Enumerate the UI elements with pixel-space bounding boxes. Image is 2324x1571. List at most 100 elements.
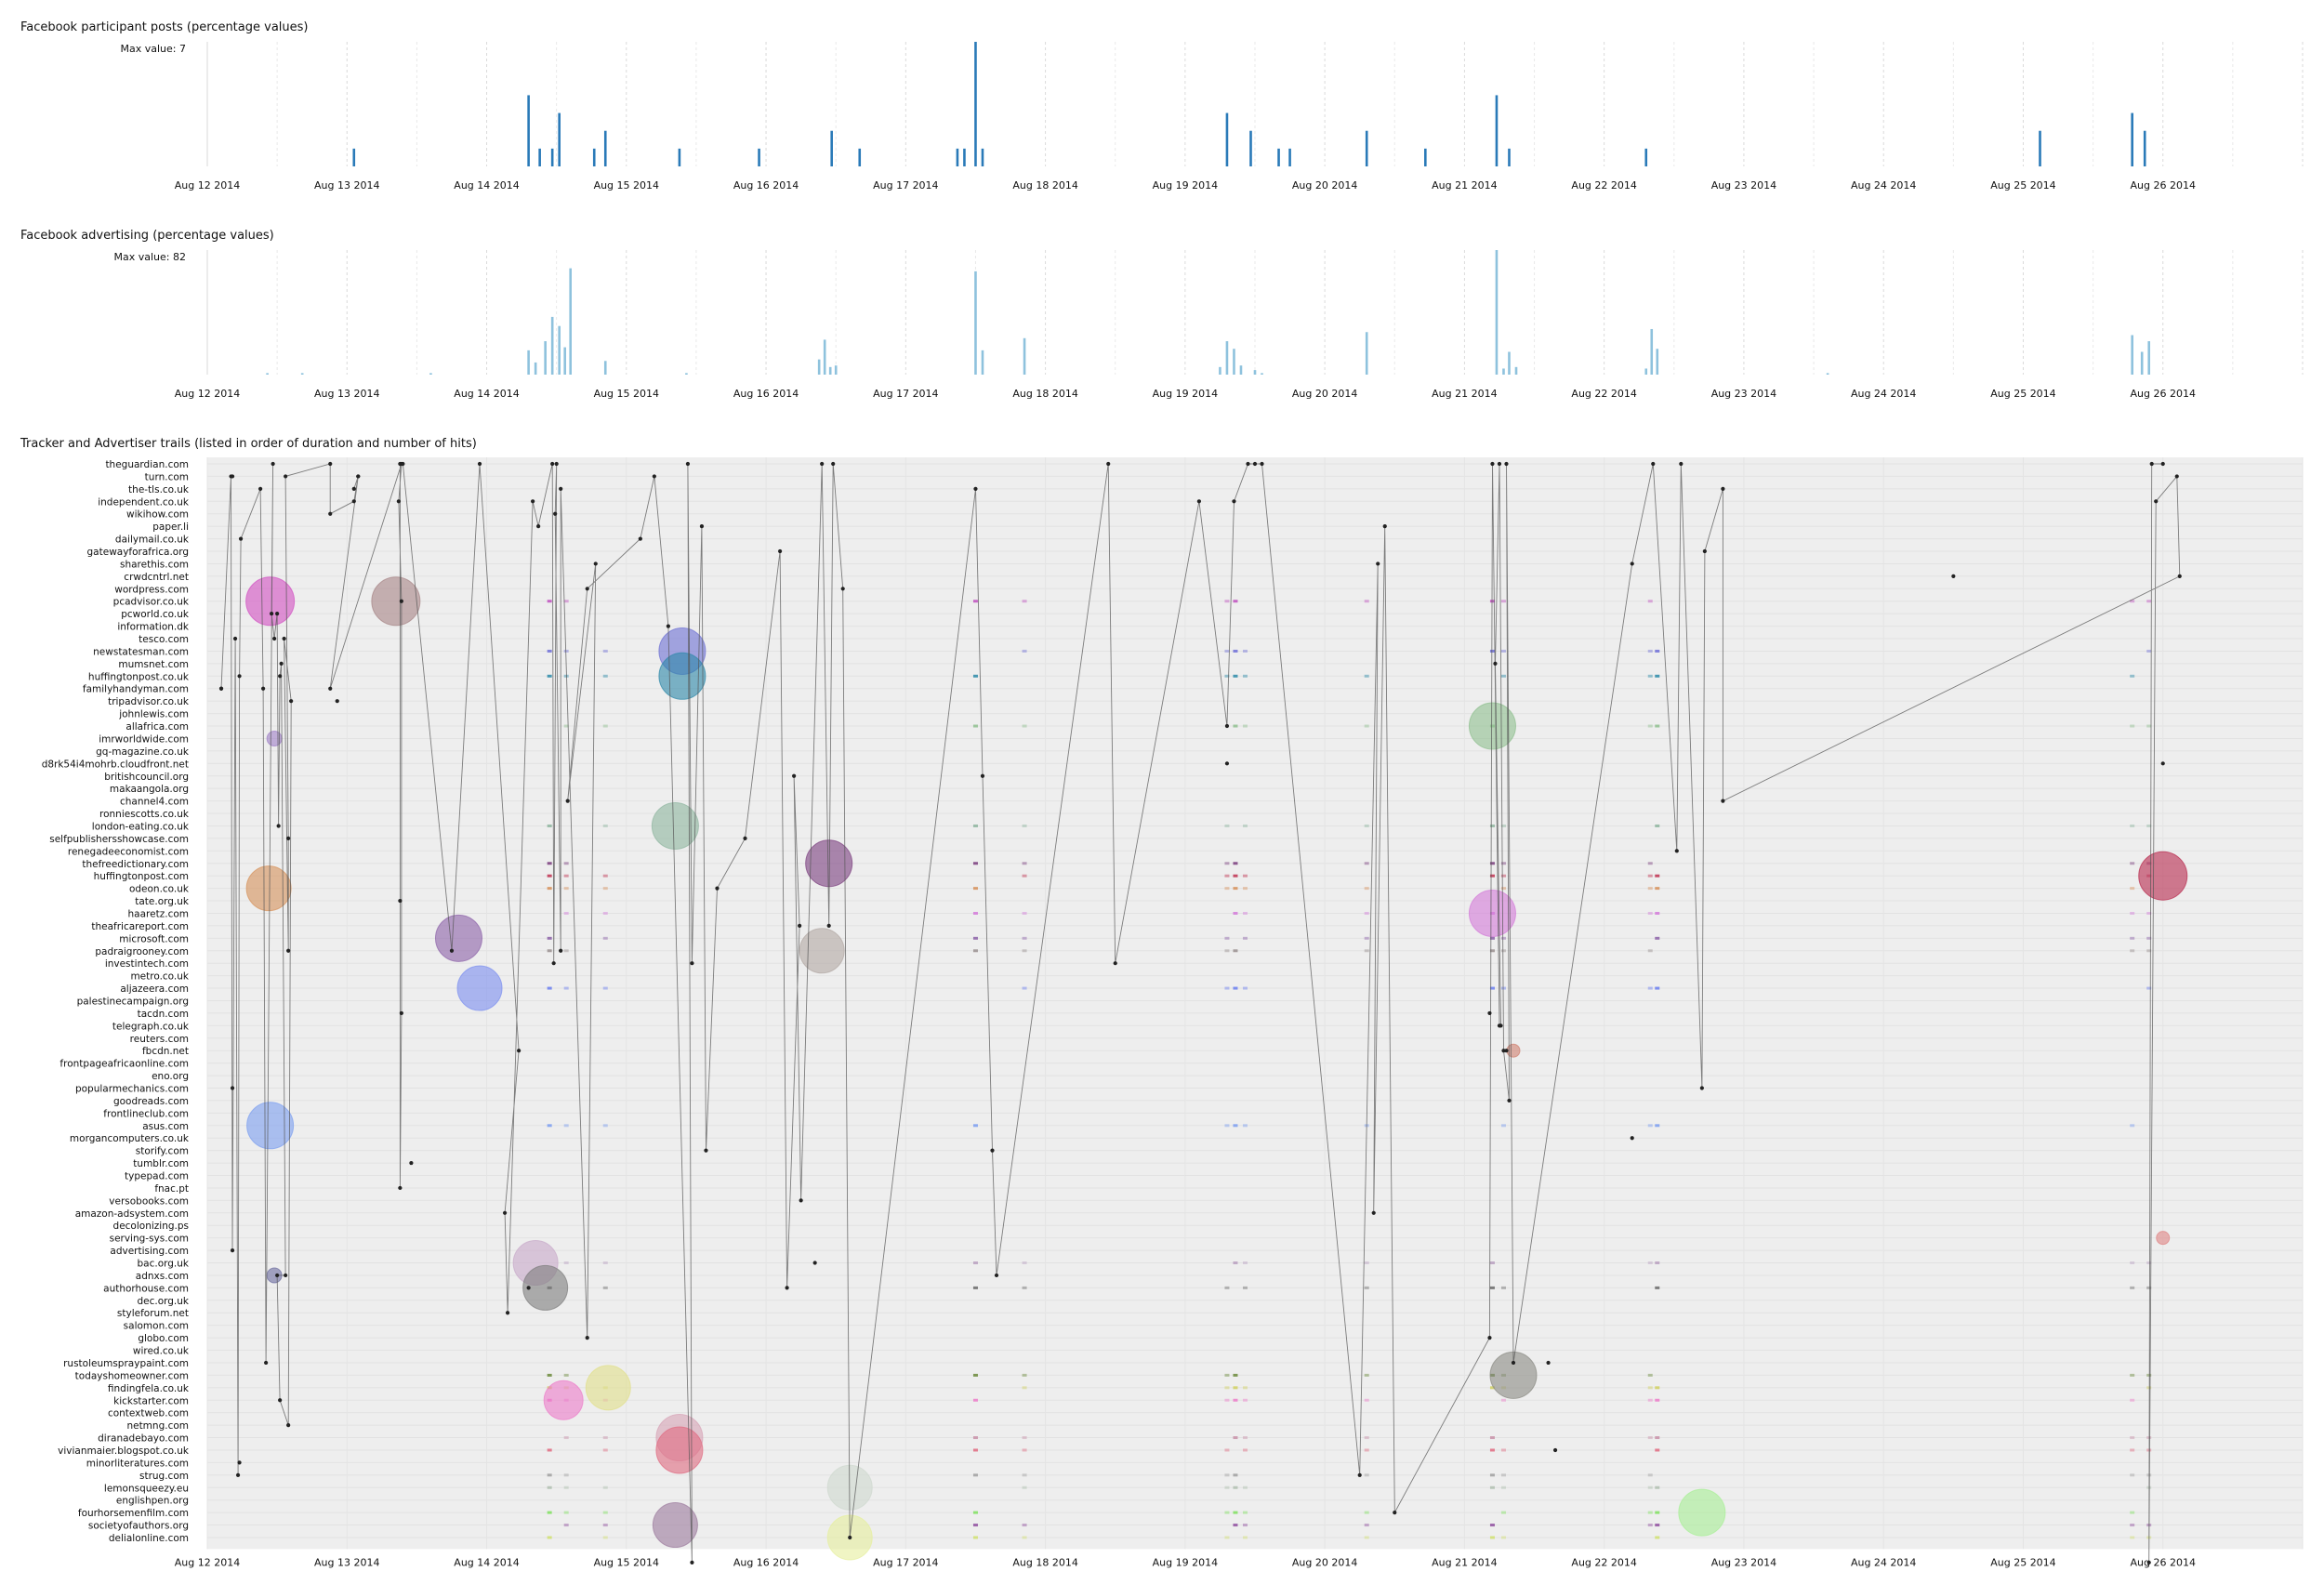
trails-row-label: wikihow.com <box>126 509 189 521</box>
trails-hit-marker <box>1647 1436 1653 1440</box>
trails-hit-marker <box>563 1473 569 1477</box>
trails-hit-marker <box>602 936 608 940</box>
trails-hit-marker <box>1242 936 1248 940</box>
ads-bar <box>2147 341 2151 375</box>
trails-hit-marker <box>1500 887 1506 891</box>
trails-row-label: globo.com <box>138 1333 189 1344</box>
posts-bar <box>527 95 530 166</box>
trails-point <box>1382 524 1387 529</box>
trails-hit-marker <box>1242 724 1248 728</box>
trails-point <box>1371 1210 1376 1215</box>
trails-hit-marker <box>563 986 569 990</box>
trails-hit-marker <box>1655 724 1660 728</box>
posts-bar <box>558 112 561 166</box>
trails-hit-marker <box>602 911 608 915</box>
trails-point <box>289 699 294 704</box>
trails-row-label: salomon.com <box>124 1321 189 1332</box>
trails-hit-marker <box>1647 674 1653 678</box>
trails-tick-label: Aug 15 2014 <box>594 1556 659 1568</box>
trails-hit-marker <box>1647 649 1653 653</box>
trails-hit-marker <box>1500 1398 1506 1402</box>
trails-row-label: styleforum.net <box>117 1308 189 1319</box>
posts-bar <box>1424 148 1427 166</box>
trails-hit-marker <box>1233 1398 1238 1402</box>
trails-row-label: popularmechanics.com <box>75 1084 189 1095</box>
trails-hit-marker <box>1233 874 1238 878</box>
trails-point <box>994 1273 999 1278</box>
trails-hit-marker <box>1233 1386 1238 1390</box>
trails-row-label: makaangola.org <box>110 784 189 795</box>
trails-point <box>1951 574 1956 578</box>
trails-hit-marker <box>1224 1373 1230 1377</box>
trails-row-label: frontlineclub.com <box>103 1108 189 1119</box>
trails-point <box>351 499 356 504</box>
trails-point <box>536 524 541 529</box>
trails-hit-marker <box>547 986 552 990</box>
trails-point <box>356 474 361 479</box>
trails-hit-marker <box>1224 600 1230 603</box>
trails-point <box>1679 461 1684 467</box>
trails-hit-marker <box>2146 911 2152 915</box>
trails-point <box>261 686 266 691</box>
trails-hit-marker <box>563 911 569 915</box>
trails-point <box>585 587 589 591</box>
trails-hit-marker <box>1233 911 1238 915</box>
trails-row-label: reuters.com <box>130 1034 189 1045</box>
trails-hit-marker <box>547 949 552 953</box>
ads-tick-label: Aug 20 2014 <box>1292 388 1357 400</box>
trails-hit-marker <box>1224 887 1230 891</box>
posts-tick-label: Aug 18 2014 <box>1012 179 1077 191</box>
posts-tick-label: Aug 16 2014 <box>733 179 799 191</box>
trails-row-label: london-eating.co.uk <box>92 821 190 832</box>
trails-hit-marker <box>1489 986 1495 990</box>
ads-bar <box>817 359 821 375</box>
trails-hit-marker <box>1500 949 1506 953</box>
trails-hit-marker <box>1500 1511 1506 1514</box>
trails-point <box>2177 574 2182 578</box>
trails-hit-marker <box>1233 649 1238 653</box>
trails-hit-marker <box>547 824 552 827</box>
trails-hit-marker <box>1500 600 1506 603</box>
posts-tick-label: Aug 25 2014 <box>1990 179 2055 191</box>
trails-row-label: delialonline.com <box>109 1533 189 1544</box>
ads-bar <box>834 365 838 375</box>
trails-row-label: tacdn.com <box>138 1009 189 1020</box>
posts-tick-label: Aug 20 2014 <box>1292 179 1357 191</box>
trails-row-label: allafrica.com <box>125 721 189 733</box>
posts-tick-label: Aug 26 2014 <box>2130 179 2195 191</box>
trails-row-label: gq-magazine.co.uk <box>96 746 190 758</box>
ads-max-label: Max value: 82 <box>114 251 186 263</box>
trails-hit-marker <box>1647 1261 1653 1265</box>
ads-tick-label: Aug 25 2014 <box>1990 388 2055 400</box>
trails-hit-marker <box>1500 674 1506 678</box>
trails-point <box>1630 1136 1634 1141</box>
trails-point <box>2160 461 2165 467</box>
trails-hit-marker <box>563 887 569 891</box>
trails-hit-marker <box>2130 1473 2135 1477</box>
trails-hit-marker <box>602 1261 608 1265</box>
trails-row-label: lemonsqueezy.eu <box>104 1483 189 1494</box>
trails-row-label: mumsnet.com <box>118 659 189 670</box>
ads-chart: Aug 12 2014 Aug 13 2014 Aug 14 2014 Aug 15 … <box>175 250 2304 400</box>
trails-hit-marker <box>1500 986 1506 990</box>
trails-hit-marker <box>602 1286 608 1289</box>
trails-point <box>399 599 403 603</box>
trails-point <box>398 898 403 904</box>
trails-row-label: frontpageafricaonline.com <box>59 1059 189 1070</box>
trails-row-label: ronniescotts.co.uk <box>99 809 190 820</box>
trails-point <box>1552 1447 1558 1453</box>
trails-hit-marker <box>972 887 978 891</box>
trails-row-label: huffingtonpost.co.uk <box>88 671 190 682</box>
ads-bar <box>1233 349 1235 375</box>
trails-row-label: diranadebayo.com <box>98 1433 189 1445</box>
trails-point <box>840 587 845 591</box>
trails-hit-marker <box>1224 949 1230 953</box>
trails-hit-marker <box>2146 949 2152 953</box>
trails-point <box>652 474 656 479</box>
trails-hit-marker <box>1242 824 1248 827</box>
trails-row-label: vivianmaier.blogspot.co.uk <box>58 1446 190 1457</box>
ads-tick-label: Aug 12 2014 <box>175 388 240 400</box>
trails-row-label: d8rk54i4mohrb.cloudfront.net <box>42 759 189 770</box>
trails-hit-marker <box>2130 862 2135 865</box>
trails-hit-marker <box>1647 949 1653 953</box>
